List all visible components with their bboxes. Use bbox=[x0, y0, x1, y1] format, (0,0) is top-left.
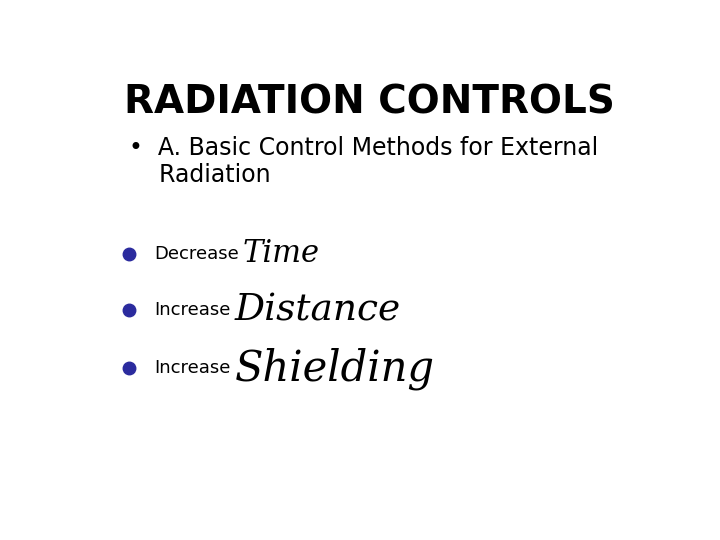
Text: RADIATION CONTROLS: RADIATION CONTROLS bbox=[124, 83, 614, 121]
Text: Distance: Distance bbox=[235, 292, 401, 328]
Text: Time: Time bbox=[243, 239, 320, 269]
Text: •  A. Basic Control Methods for External: • A. Basic Control Methods for External bbox=[129, 136, 598, 160]
Text: Increase: Increase bbox=[154, 301, 230, 319]
Text: Shielding: Shielding bbox=[235, 347, 435, 389]
Text: Radiation: Radiation bbox=[129, 163, 271, 187]
Text: Decrease: Decrease bbox=[154, 245, 239, 263]
Text: Increase: Increase bbox=[154, 359, 230, 377]
